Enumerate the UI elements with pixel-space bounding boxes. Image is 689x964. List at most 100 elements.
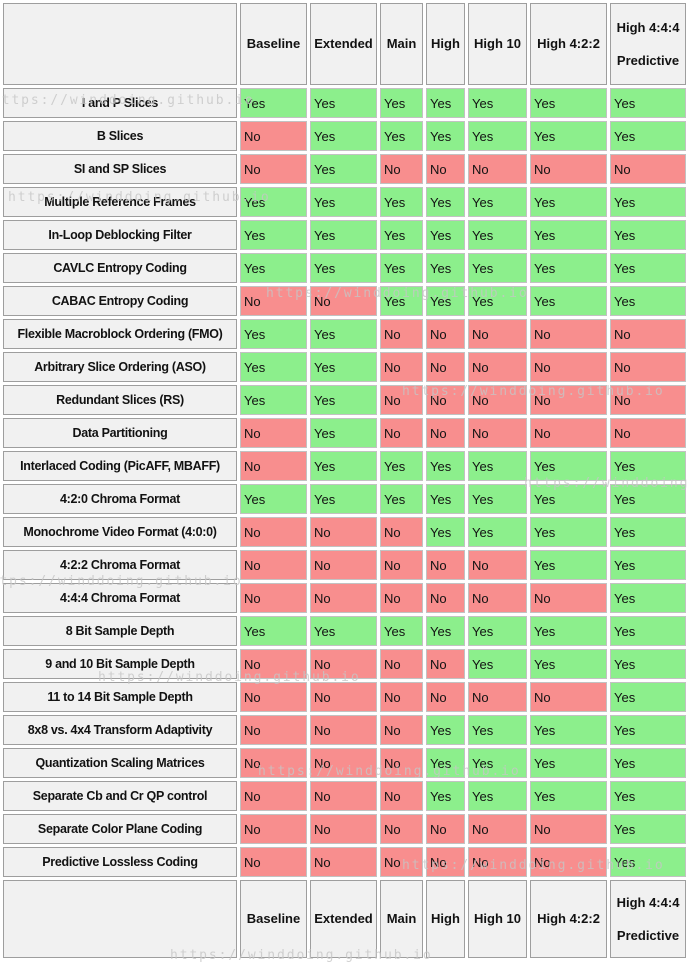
- feature-value-cell: Yes: [610, 649, 686, 679]
- feature-value-cell: No: [426, 682, 465, 712]
- table-row: 9 and 10 Bit Sample Depth No No No No Yes Yes Y…: [3, 649, 686, 679]
- feature-value-cell: No: [310, 781, 377, 811]
- feature-value-cell: No: [610, 154, 686, 184]
- feature-label: In-Loop Deblocking Filter: [3, 220, 237, 250]
- feature-value-cell: No: [310, 550, 377, 580]
- feature-value-cell: Yes: [426, 748, 465, 778]
- feature-value-cell: Yes: [426, 484, 465, 514]
- feature-value-cell: No: [380, 418, 423, 448]
- feature-value-cell: Yes: [240, 253, 307, 283]
- feature-value-cell: Yes: [530, 121, 607, 151]
- feature-value-cell: Yes: [610, 847, 686, 877]
- feature-label: Multiple Reference Frames: [3, 187, 237, 217]
- feature-value-cell: No: [380, 748, 423, 778]
- feature-value-cell: Yes: [468, 121, 527, 151]
- feature-value-cell: No: [240, 649, 307, 679]
- feature-value-cell: Yes: [380, 484, 423, 514]
- feature-value-cell: No: [380, 319, 423, 349]
- feature-value-cell: Yes: [468, 616, 527, 646]
- top-column-header: Baseline: [240, 3, 307, 85]
- feature-label: 4:2:0 Chroma Format: [3, 484, 237, 514]
- feature-value-cell: Yes: [468, 286, 527, 316]
- feature-value-cell: Yes: [310, 418, 377, 448]
- feature-value-cell: Yes: [610, 286, 686, 316]
- feature-value-cell: No: [468, 550, 527, 580]
- feature-value-cell: Yes: [380, 121, 423, 151]
- feature-value-cell: Yes: [426, 187, 465, 217]
- feature-value-cell: No: [380, 847, 423, 877]
- feature-value-cell: Yes: [380, 220, 423, 250]
- feature-value-cell: No: [240, 286, 307, 316]
- feature-value-cell: Yes: [380, 286, 423, 316]
- feature-value-cell: Yes: [426, 616, 465, 646]
- feature-label: 4:4:4 Chroma Format: [3, 583, 237, 613]
- feature-value-cell: Yes: [530, 550, 607, 580]
- feature-value-cell: Yes: [530, 748, 607, 778]
- feature-label: 11 to 14 Bit Sample Depth: [3, 682, 237, 712]
- feature-value-cell: No: [310, 814, 377, 844]
- feature-value-cell: Yes: [426, 781, 465, 811]
- feature-value-cell: No: [610, 418, 686, 448]
- feature-value-cell: No: [468, 814, 527, 844]
- feature-value-cell: No: [380, 715, 423, 745]
- feature-value-cell: No: [530, 154, 607, 184]
- feature-label: Arbitrary Slice Ordering (ASO): [3, 352, 237, 382]
- feature-value-cell: Yes: [530, 286, 607, 316]
- table-row: 4:2:2 Chroma Format No No No No No Yes Yes: [3, 550, 686, 580]
- feature-value-cell: No: [426, 550, 465, 580]
- bottom-column-header: High 4:4:4 Predictive: [610, 880, 686, 958]
- top-column-header: High: [426, 3, 465, 85]
- table-row: In-Loop Deblocking Filter Yes Yes Yes Yes Yes…: [3, 220, 686, 250]
- feature-value-cell: No: [310, 583, 377, 613]
- feature-value-cell: No: [240, 418, 307, 448]
- table-row: CAVLC Entropy Coding Yes Yes Yes Yes Yes Yes Ye…: [3, 253, 686, 283]
- feature-value-cell: Yes: [310, 616, 377, 646]
- feature-value-cell: Yes: [240, 88, 307, 118]
- feature-value-cell: Yes: [530, 781, 607, 811]
- feature-value-cell: No: [380, 385, 423, 415]
- feature-value-cell: Yes: [530, 187, 607, 217]
- feature-label: 4:2:2 Chroma Format: [3, 550, 237, 580]
- feature-value-cell: Yes: [610, 187, 686, 217]
- feature-value-cell: Yes: [310, 253, 377, 283]
- feature-value-cell: Yes: [310, 88, 377, 118]
- feature-value-cell: Yes: [530, 88, 607, 118]
- feature-value-cell: Yes: [310, 220, 377, 250]
- feature-value-cell: Yes: [426, 220, 465, 250]
- feature-value-cell: No: [530, 583, 607, 613]
- feature-value-cell: No: [310, 517, 377, 547]
- table-row: Redundant Slices (RS) Yes Yes No No No No No: [3, 385, 686, 415]
- feature-value-cell: Yes: [468, 649, 527, 679]
- top-column-header: Extended: [310, 3, 377, 85]
- feature-value-cell: No: [240, 154, 307, 184]
- feature-value-cell: No: [530, 352, 607, 382]
- feature-value-cell: Yes: [310, 319, 377, 349]
- feature-value-cell: No: [240, 517, 307, 547]
- feature-value-cell: Yes: [240, 187, 307, 217]
- feature-value-cell: Yes: [380, 253, 423, 283]
- feature-value-cell: Yes: [610, 682, 686, 712]
- feature-value-cell: No: [426, 319, 465, 349]
- feature-value-cell: Yes: [610, 550, 686, 580]
- feature-value-cell: Yes: [610, 451, 686, 481]
- feature-value-cell: Yes: [530, 616, 607, 646]
- feature-value-cell: Yes: [610, 253, 686, 283]
- feature-value-cell: Yes: [530, 220, 607, 250]
- feature-value-cell: No: [468, 319, 527, 349]
- table-row: 4:2:0 Chroma Format Yes Yes Yes Yes Yes Yes Yes: [3, 484, 686, 514]
- feature-value-cell: Yes: [310, 352, 377, 382]
- feature-value-cell: Yes: [468, 451, 527, 481]
- feature-value-cell: No: [240, 847, 307, 877]
- top-column-header: Main: [380, 3, 423, 85]
- feature-value-cell: Yes: [610, 88, 686, 118]
- feature-label: 8x8 vs. 4x4 Transform Adaptivity: [3, 715, 237, 745]
- feature-value-cell: No: [240, 781, 307, 811]
- feature-value-cell: No: [240, 451, 307, 481]
- feature-label: Interlaced Coding (PicAFF, MBAFF): [3, 451, 237, 481]
- feature-value-cell: No: [380, 781, 423, 811]
- bottom-column-header: High 4:2:2: [530, 880, 607, 958]
- feature-value-cell: No: [530, 319, 607, 349]
- feature-value-cell: Yes: [310, 385, 377, 415]
